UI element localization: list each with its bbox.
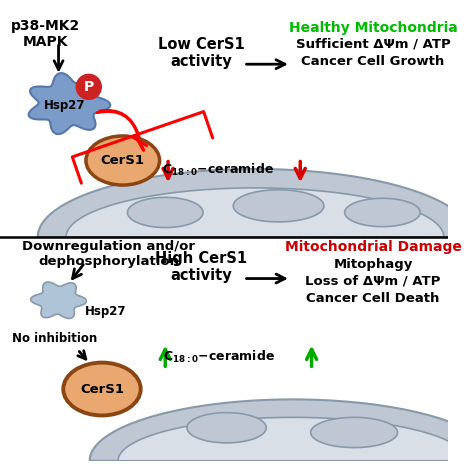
Polygon shape — [128, 197, 203, 228]
FancyArrowPatch shape — [97, 111, 139, 137]
Text: CerS1: CerS1 — [80, 383, 124, 395]
Polygon shape — [66, 188, 444, 237]
Text: CerS1: CerS1 — [101, 154, 145, 167]
Polygon shape — [90, 400, 474, 461]
Text: Hsp27: Hsp27 — [85, 305, 127, 318]
Text: Mitophagy: Mitophagy — [333, 258, 413, 271]
Text: Cancer Cell Growth: Cancer Cell Growth — [301, 55, 445, 68]
Polygon shape — [233, 190, 324, 222]
FancyArrowPatch shape — [73, 110, 213, 183]
Ellipse shape — [86, 136, 160, 185]
Text: $\mathbf{C_{18:0}}$$\mathbf{-ceramide}$: $\mathbf{C_{18:0}}$$\mathbf{-ceramide}$ — [162, 162, 274, 178]
Polygon shape — [31, 282, 86, 319]
Text: No inhibition: No inhibition — [12, 331, 97, 345]
Text: Cancer Cell Death: Cancer Cell Death — [306, 292, 440, 305]
Bar — [0, 237, 447, 461]
Polygon shape — [310, 417, 398, 447]
Polygon shape — [38, 169, 472, 237]
Polygon shape — [28, 73, 110, 134]
Text: $\mathbf{C_{18:0}}$$\mathbf{-ceramide}$: $\mathbf{C_{18:0}}$$\mathbf{-ceramide}$ — [163, 349, 275, 365]
Text: P: P — [83, 80, 94, 94]
Text: Low CerS1
activity: Low CerS1 activity — [158, 36, 245, 69]
Text: High CerS1
activity: High CerS1 activity — [155, 251, 247, 283]
Circle shape — [75, 73, 102, 100]
Ellipse shape — [63, 363, 141, 416]
Text: Loss of ΔΨm / ATP: Loss of ΔΨm / ATP — [305, 275, 441, 288]
Text: Healthy Mitochondria: Healthy Mitochondria — [289, 21, 457, 35]
Text: p38-MK2
MAPK: p38-MK2 MAPK — [11, 19, 80, 49]
Text: Sufficient ΔΨm / ATP: Sufficient ΔΨm / ATP — [296, 38, 450, 51]
Polygon shape — [118, 417, 467, 461]
Bar — [0, 13, 447, 237]
Polygon shape — [187, 413, 266, 443]
Text: Downregulation and/or
dephosphorylation: Downregulation and/or dephosphorylation — [22, 240, 195, 268]
Text: Mitochondrial Damage: Mitochondrial Damage — [284, 240, 461, 254]
Text: Hsp27: Hsp27 — [44, 99, 85, 112]
Polygon shape — [345, 198, 420, 227]
